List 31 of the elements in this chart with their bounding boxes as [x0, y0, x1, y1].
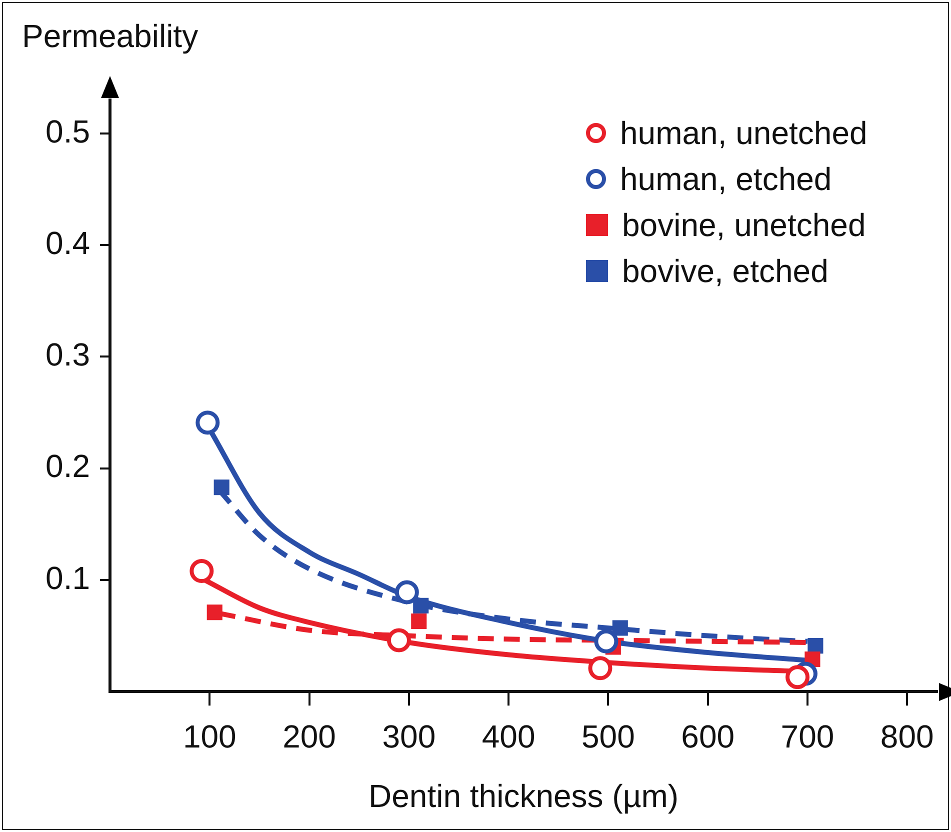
y-tick-label: 0.4	[46, 224, 90, 261]
point	[594, 629, 618, 654]
x-tick-label: 200	[282, 718, 336, 755]
point	[786, 665, 810, 690]
x-tick-label: 300	[382, 718, 436, 755]
y-tick-label: 0.1	[46, 560, 90, 596]
x-tick-label: 800	[880, 718, 934, 755]
y-tick-label: 0.5	[46, 113, 90, 150]
point	[214, 480, 230, 496]
y-tick-label: 0.3	[46, 336, 90, 373]
legend-label: human, etched	[620, 160, 832, 199]
x-tick-label: 700	[780, 718, 834, 755]
point	[612, 620, 628, 636]
point	[394, 580, 419, 604]
point	[386, 628, 411, 652]
x-tick-label: 500	[581, 718, 635, 755]
x-axis-title: Dentin thickness (µm)	[368, 778, 679, 815]
point	[196, 410, 220, 435]
x-tick-label: 600	[681, 718, 735, 755]
point	[411, 614, 427, 630]
legend-label: bovine, unetched	[622, 206, 866, 245]
point	[206, 604, 222, 620]
legend-label: bovive, etched	[622, 252, 828, 291]
point	[588, 656, 612, 680]
x-tick-label: 400	[482, 718, 536, 755]
point	[413, 598, 429, 614]
point	[190, 559, 214, 584]
x-tick-label: 100	[182, 718, 236, 755]
y-tick-label: 0.2	[46, 448, 90, 484]
y-axis-title: Permeability	[22, 18, 198, 55]
legend-label: human, unetched	[620, 114, 868, 153]
